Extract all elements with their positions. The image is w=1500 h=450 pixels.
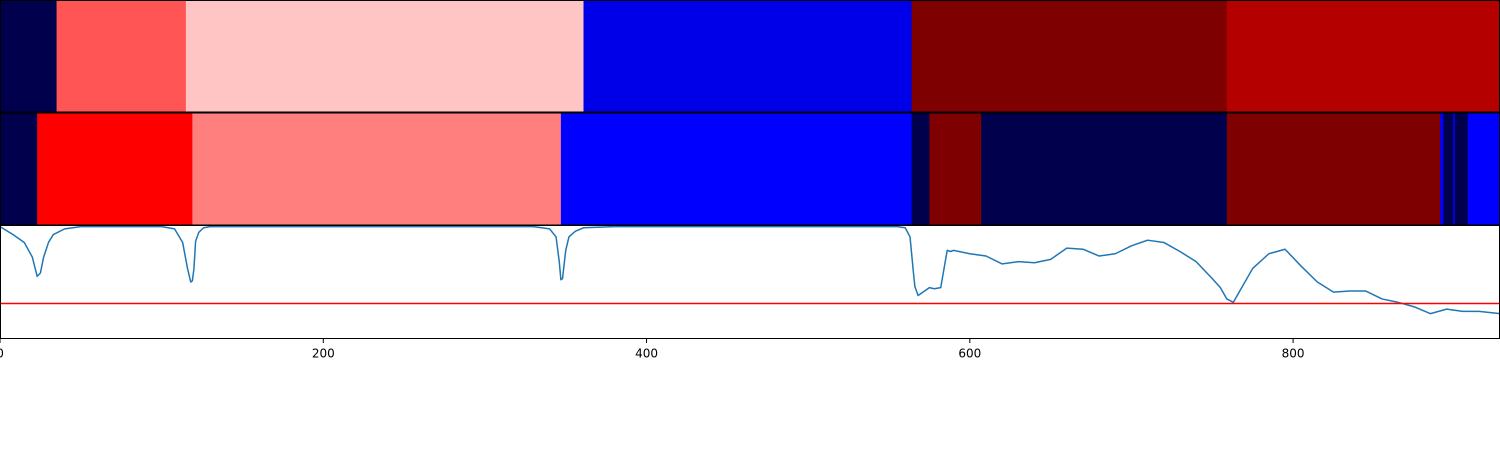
heatmap-cell-2-8 (1440, 112, 1444, 226)
heatmap-cell-2-0 (0, 112, 38, 226)
heatmap-cell-2-3 (560, 112, 913, 226)
heatmap-cell-2-12 (1467, 112, 1500, 226)
line-panel-frame (0, 225, 1500, 339)
heatmap-cell-2-11 (1454, 112, 1469, 226)
heatmap-cell-2-7 (1226, 112, 1441, 226)
x-axis: 0 200 400 600 800 (0, 338, 1305, 361)
heatmap-cell-2-1 (37, 112, 193, 226)
x-tick-label-600: 600 (958, 347, 981, 361)
heatmap-cell-1-0 (0, 0, 57, 113)
heatmap-cell-1-2 (185, 0, 584, 113)
heatmap-cell-2-6 (981, 112, 1228, 226)
top-heatmap-strip (0, 0, 1500, 113)
heatmap-cell-2-9 (1443, 112, 1454, 226)
middle-heatmap-strip (0, 112, 1500, 226)
heatmap-cell-2-10 (1453, 112, 1456, 226)
heatmap-cell-1-3 (583, 0, 913, 113)
heatmap-cell-2-2 (192, 112, 562, 226)
x-tick-label-800: 800 (1282, 347, 1305, 361)
x-tick-label-400: 400 (635, 347, 658, 361)
line-plot-panel (0, 225, 1500, 339)
heatmap-cell-2-5 (929, 112, 982, 226)
heatmap-cell-1-4 (911, 0, 1228, 113)
heatmap-cell-2-4 (911, 112, 930, 226)
heatmap-cell-1-5 (1226, 0, 1500, 113)
series-line-0 (0, 225, 1500, 315)
x-tick-label-200: 200 (312, 347, 335, 361)
heatmap-cell-1-1 (56, 0, 187, 113)
x-tick-label-0: 0 (0, 347, 4, 361)
